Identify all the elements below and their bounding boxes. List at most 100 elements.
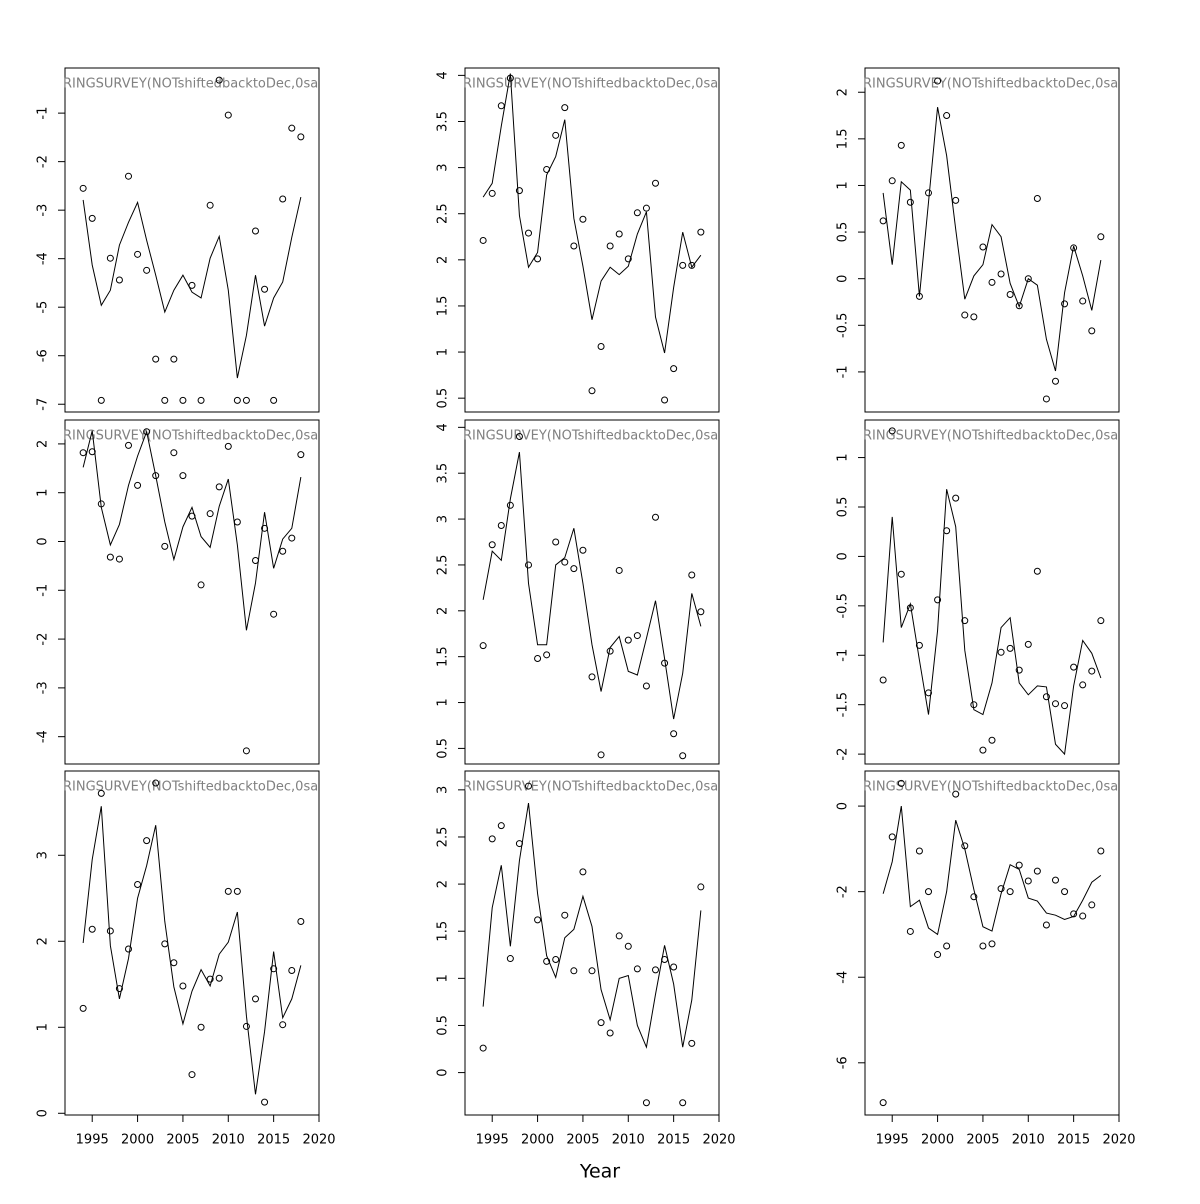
data-point bbox=[652, 179, 659, 187]
data-point bbox=[115, 276, 123, 284]
data-point bbox=[88, 448, 96, 456]
y-tick-label: -1 bbox=[836, 365, 851, 378]
data-point bbox=[242, 1022, 250, 1030]
data-point bbox=[570, 242, 578, 250]
data-point bbox=[233, 887, 241, 895]
data-point bbox=[988, 736, 996, 744]
y-tick-label: 1 bbox=[36, 489, 51, 497]
y-tick-label: 0 bbox=[436, 1068, 451, 1076]
data-point bbox=[934, 77, 942, 85]
data-point bbox=[1052, 700, 1059, 708]
data-point bbox=[1052, 876, 1059, 884]
data-point bbox=[688, 261, 696, 269]
y-tick-label: 0.5 bbox=[836, 497, 851, 518]
data-point bbox=[652, 513, 659, 521]
data-point bbox=[270, 965, 278, 973]
x-tick-label: 2015 bbox=[257, 1133, 290, 1148]
data-point bbox=[497, 102, 505, 110]
data-point bbox=[997, 885, 1005, 893]
data-point bbox=[279, 547, 287, 555]
y-tick-label: 1 bbox=[36, 1023, 51, 1031]
data-point bbox=[115, 985, 123, 993]
data-point bbox=[952, 494, 960, 502]
data-point bbox=[534, 255, 542, 263]
data-point bbox=[188, 1071, 196, 1079]
y-tick-label: 3 bbox=[436, 515, 451, 523]
data-point bbox=[288, 124, 296, 132]
data-point bbox=[970, 893, 978, 901]
data-point bbox=[1088, 327, 1096, 335]
data-point bbox=[597, 751, 605, 759]
data-point bbox=[1033, 195, 1041, 203]
panel: RINGSURVEY(NOTshiftedbacktoDec,0sa 0 0.5 1 1… bbox=[436, 770, 736, 1148]
data-point bbox=[143, 266, 151, 274]
data-point bbox=[1079, 297, 1087, 305]
data-point bbox=[1097, 233, 1105, 241]
data-point bbox=[152, 355, 160, 363]
data-point bbox=[633, 965, 641, 973]
x-tick-label: 2020 bbox=[702, 1133, 735, 1148]
data-point bbox=[97, 396, 105, 404]
data-point bbox=[1024, 877, 1032, 885]
data-point bbox=[270, 610, 278, 618]
data-point bbox=[79, 1004, 87, 1012]
data-point bbox=[561, 558, 569, 566]
x-tick-label: 2000 bbox=[121, 1133, 154, 1148]
data-point bbox=[215, 974, 223, 982]
y-tick-label: -1 bbox=[836, 649, 851, 662]
data-point bbox=[297, 918, 305, 925]
data-point bbox=[642, 1099, 650, 1107]
data-point bbox=[679, 752, 687, 760]
data-point bbox=[561, 911, 569, 919]
data-point bbox=[88, 214, 96, 222]
y-tick-label: 2 bbox=[36, 440, 51, 448]
data-point bbox=[106, 553, 114, 561]
data-point bbox=[252, 557, 259, 565]
panel-title: RINGSURVEY(NOTshiftedbacktoDec,0sa bbox=[63, 77, 318, 92]
y-tick-label: -2 bbox=[36, 633, 51, 646]
data-point bbox=[588, 967, 596, 975]
data-point bbox=[1006, 644, 1014, 652]
data-point bbox=[1042, 693, 1050, 701]
data-point bbox=[1033, 867, 1041, 875]
data-point bbox=[1061, 300, 1069, 308]
data-point bbox=[79, 449, 87, 457]
data-point bbox=[224, 442, 232, 450]
data-point bbox=[1024, 640, 1032, 648]
y-tick-label: -3 bbox=[36, 204, 51, 217]
x-tick-label: 2005 bbox=[166, 1133, 199, 1148]
data-point bbox=[152, 472, 160, 480]
data-point bbox=[888, 427, 896, 435]
y-tick-label: 3.5 bbox=[436, 463, 451, 484]
data-point bbox=[497, 822, 505, 830]
data-point bbox=[615, 566, 623, 574]
data-point bbox=[224, 887, 232, 895]
y-tick-label: -7 bbox=[36, 398, 51, 411]
data-point bbox=[134, 481, 142, 489]
data-point bbox=[170, 355, 178, 363]
y-tick-label: -2 bbox=[36, 155, 51, 168]
data-point bbox=[179, 472, 187, 480]
data-point bbox=[897, 570, 905, 578]
data-point bbox=[125, 172, 132, 180]
data-point bbox=[988, 940, 996, 948]
data-point bbox=[915, 847, 923, 855]
y-tick-label: 0.5 bbox=[836, 222, 851, 243]
y-tick-label: -3 bbox=[36, 681, 51, 694]
data-point bbox=[125, 441, 132, 449]
x-tick-label: 2015 bbox=[1057, 1133, 1090, 1148]
data-point bbox=[261, 1098, 269, 1106]
data-point bbox=[979, 942, 987, 950]
data-point bbox=[242, 396, 250, 404]
data-point bbox=[525, 782, 532, 790]
panel-title: RINGSURVEY(NOTshiftedbacktoDec,0sa bbox=[63, 429, 318, 444]
data-point bbox=[1061, 702, 1069, 710]
fit-line bbox=[482, 73, 702, 354]
data-point bbox=[615, 932, 623, 940]
x-tick-label: 1995 bbox=[76, 1133, 109, 1148]
data-point bbox=[525, 229, 532, 237]
y-tick-label: -4 bbox=[36, 252, 51, 265]
data-point bbox=[1079, 912, 1087, 920]
x-axis-label: Year bbox=[579, 1161, 620, 1183]
y-tick-label: -4 bbox=[836, 971, 851, 984]
